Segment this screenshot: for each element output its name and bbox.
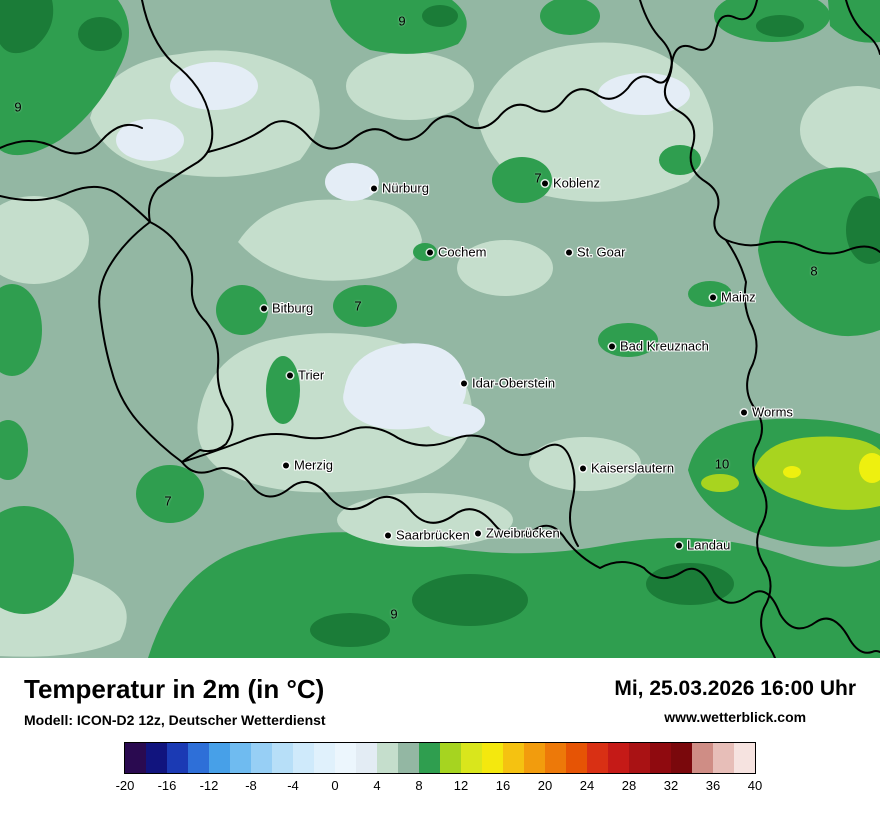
legend-cell: [125, 743, 146, 773]
legend-bar: [124, 742, 756, 774]
border-belgium-west: [0, 124, 143, 155]
temp-regions-cold: [116, 62, 690, 437]
border-north-rlp: [207, 0, 758, 153]
border-belgium-germany: [141, 0, 214, 223]
legend-cell: [209, 743, 230, 773]
border-saarland: [181, 426, 579, 547]
legend-tick-label: 16: [495, 778, 511, 793]
temp-regions-yellow-green: [701, 436, 880, 510]
legend-cell: [419, 743, 440, 773]
page-title: Temperatur in 2m (in °C): [24, 674, 325, 704]
border-belgium-south: [0, 185, 151, 223]
legend-cell: [734, 743, 755, 773]
legend-ticks: -20 -16 -12 -8 -4 0 4 8 12 16 20 24 28 32 36 40: [116, 778, 763, 796]
legend-cell: [650, 743, 671, 773]
map-area: Nürburg Koblenz Cochem St. Goar Mainz Bitburg…: [0, 0, 880, 658]
legend-tick-label: 0: [331, 778, 339, 793]
legend-cell: [482, 743, 503, 773]
border-luxembourg-east: [149, 221, 234, 463]
border-france: [181, 461, 880, 654]
forecast-datetime: Mi, 25.03.2026 16:00 Uhr: [614, 677, 856, 700]
temperature-legend: -20 -16 -12 -8 -4 0 4 8 12 16 20 24 28 32 36 40: [116, 742, 763, 796]
legend-cell: [398, 743, 419, 773]
legend-tick-label: 40: [747, 778, 763, 793]
legend-cell: [629, 743, 650, 773]
border-lines: [0, 0, 880, 658]
legend-tick-label: 32: [663, 778, 679, 793]
legend-tick-label: -12: [199, 778, 219, 793]
legend-cell: [587, 743, 608, 773]
legend-tick-label: 24: [579, 778, 595, 793]
legend-tick-label: 28: [621, 778, 637, 793]
legend-tick-label: 4: [373, 778, 381, 793]
legend-cell: [146, 743, 167, 773]
border-top-right-corner: [845, 0, 880, 55]
legend-cell: [188, 743, 209, 773]
legend-cell: [503, 743, 524, 773]
legend-tick-label: 12: [453, 778, 469, 793]
border-luxembourg-west: [98, 221, 183, 463]
border-hesse-north: [639, 0, 880, 255]
temp-regions-dark-green: [0, 0, 880, 647]
temp-regions-pale-overlay: [337, 493, 513, 547]
border-rhine-east: [725, 239, 776, 658]
legend-cell: [293, 743, 314, 773]
legend-cell: [608, 743, 629, 773]
legend-cell: [566, 743, 587, 773]
legend-cell: [272, 743, 293, 773]
legend-cell: [461, 743, 482, 773]
legend-cell: [713, 743, 734, 773]
temp-regions-yellow: [783, 453, 880, 483]
legend-tick-label: -20: [115, 778, 135, 793]
date-block: Mi, 25.03.2026 16:00 Uhr www.wetterblick…: [614, 674, 856, 725]
legend-cell: [335, 743, 356, 773]
legend-cell: [524, 743, 545, 773]
legend-cell: [545, 743, 566, 773]
legend-tick-label: -16: [157, 778, 177, 793]
legend-tick-label: 8: [415, 778, 423, 793]
footer-row: Temperatur in 2m (in °C) Modell: ICON-D2…: [0, 658, 880, 728]
legend-cell: [251, 743, 272, 773]
legend-cell: [230, 743, 251, 773]
map-footer: Temperatur in 2m (in °C) Modell: ICON-D2…: [0, 658, 880, 830]
legend-cell: [167, 743, 188, 773]
legend-cell: [692, 743, 713, 773]
model-info: Modell: ICON-D2 12z, Deutscher Wetterdie…: [24, 712, 326, 728]
legend-tick-label: -4: [287, 778, 299, 793]
legend-cell: [356, 743, 377, 773]
legend-cell: [314, 743, 335, 773]
legend-cell: [671, 743, 692, 773]
temperature-map-svg: [0, 0, 880, 658]
legend-tick-label: 36: [705, 778, 721, 793]
title-block: Temperatur in 2m (in °C) Modell: ICON-D2…: [24, 674, 326, 728]
legend-tick-label: 20: [537, 778, 553, 793]
website-link: www.wetterblick.com: [664, 709, 807, 725]
legend-tick-label: -8: [245, 778, 257, 793]
legend-cell: [440, 743, 461, 773]
legend-cell: [377, 743, 398, 773]
